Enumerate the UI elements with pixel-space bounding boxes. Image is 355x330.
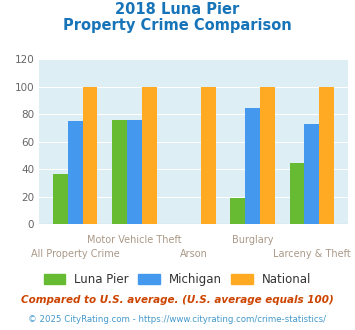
- Text: Compared to U.S. average. (U.S. average equals 100): Compared to U.S. average. (U.S. average …: [21, 295, 334, 305]
- Bar: [83, 87, 97, 224]
- Text: All Property Crime: All Property Crime: [31, 249, 120, 259]
- Text: Burglary: Burglary: [232, 235, 273, 246]
- Bar: [112, 120, 127, 224]
- Bar: [319, 87, 334, 224]
- Bar: [142, 87, 157, 224]
- Bar: [127, 120, 142, 224]
- Bar: [201, 87, 215, 224]
- Legend: Luna Pier, Michigan, National: Luna Pier, Michigan, National: [39, 268, 316, 291]
- Bar: [230, 198, 245, 224]
- Text: © 2025 CityRating.com - https://www.cityrating.com/crime-statistics/: © 2025 CityRating.com - https://www.city…: [28, 315, 327, 324]
- Bar: [245, 108, 260, 224]
- Bar: [304, 124, 319, 224]
- Text: Motor Vehicle Theft: Motor Vehicle Theft: [87, 235, 182, 246]
- Bar: [68, 121, 83, 224]
- Text: Larceny & Theft: Larceny & Theft: [273, 249, 351, 259]
- Text: 2018 Luna Pier: 2018 Luna Pier: [115, 2, 240, 16]
- Text: Property Crime Comparison: Property Crime Comparison: [63, 18, 292, 33]
- Text: Arson: Arson: [180, 249, 207, 259]
- Bar: [290, 162, 304, 224]
- Bar: [53, 174, 68, 224]
- Bar: [260, 87, 275, 224]
